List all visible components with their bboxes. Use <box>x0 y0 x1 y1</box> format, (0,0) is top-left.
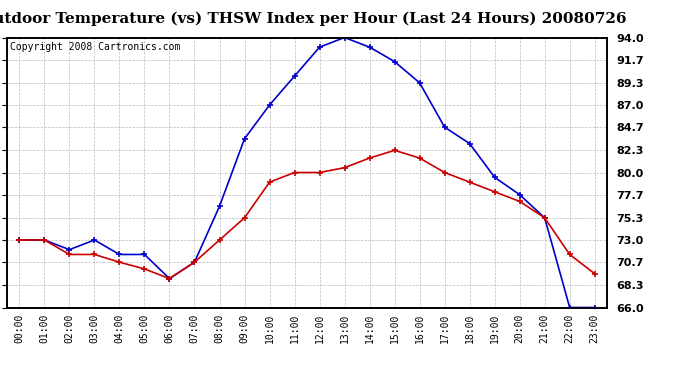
Text: Copyright 2008 Cartronics.com: Copyright 2008 Cartronics.com <box>10 42 180 51</box>
Text: Outdoor Temperature (vs) THSW Index per Hour (Last 24 Hours) 20080726: Outdoor Temperature (vs) THSW Index per … <box>0 11 627 26</box>
